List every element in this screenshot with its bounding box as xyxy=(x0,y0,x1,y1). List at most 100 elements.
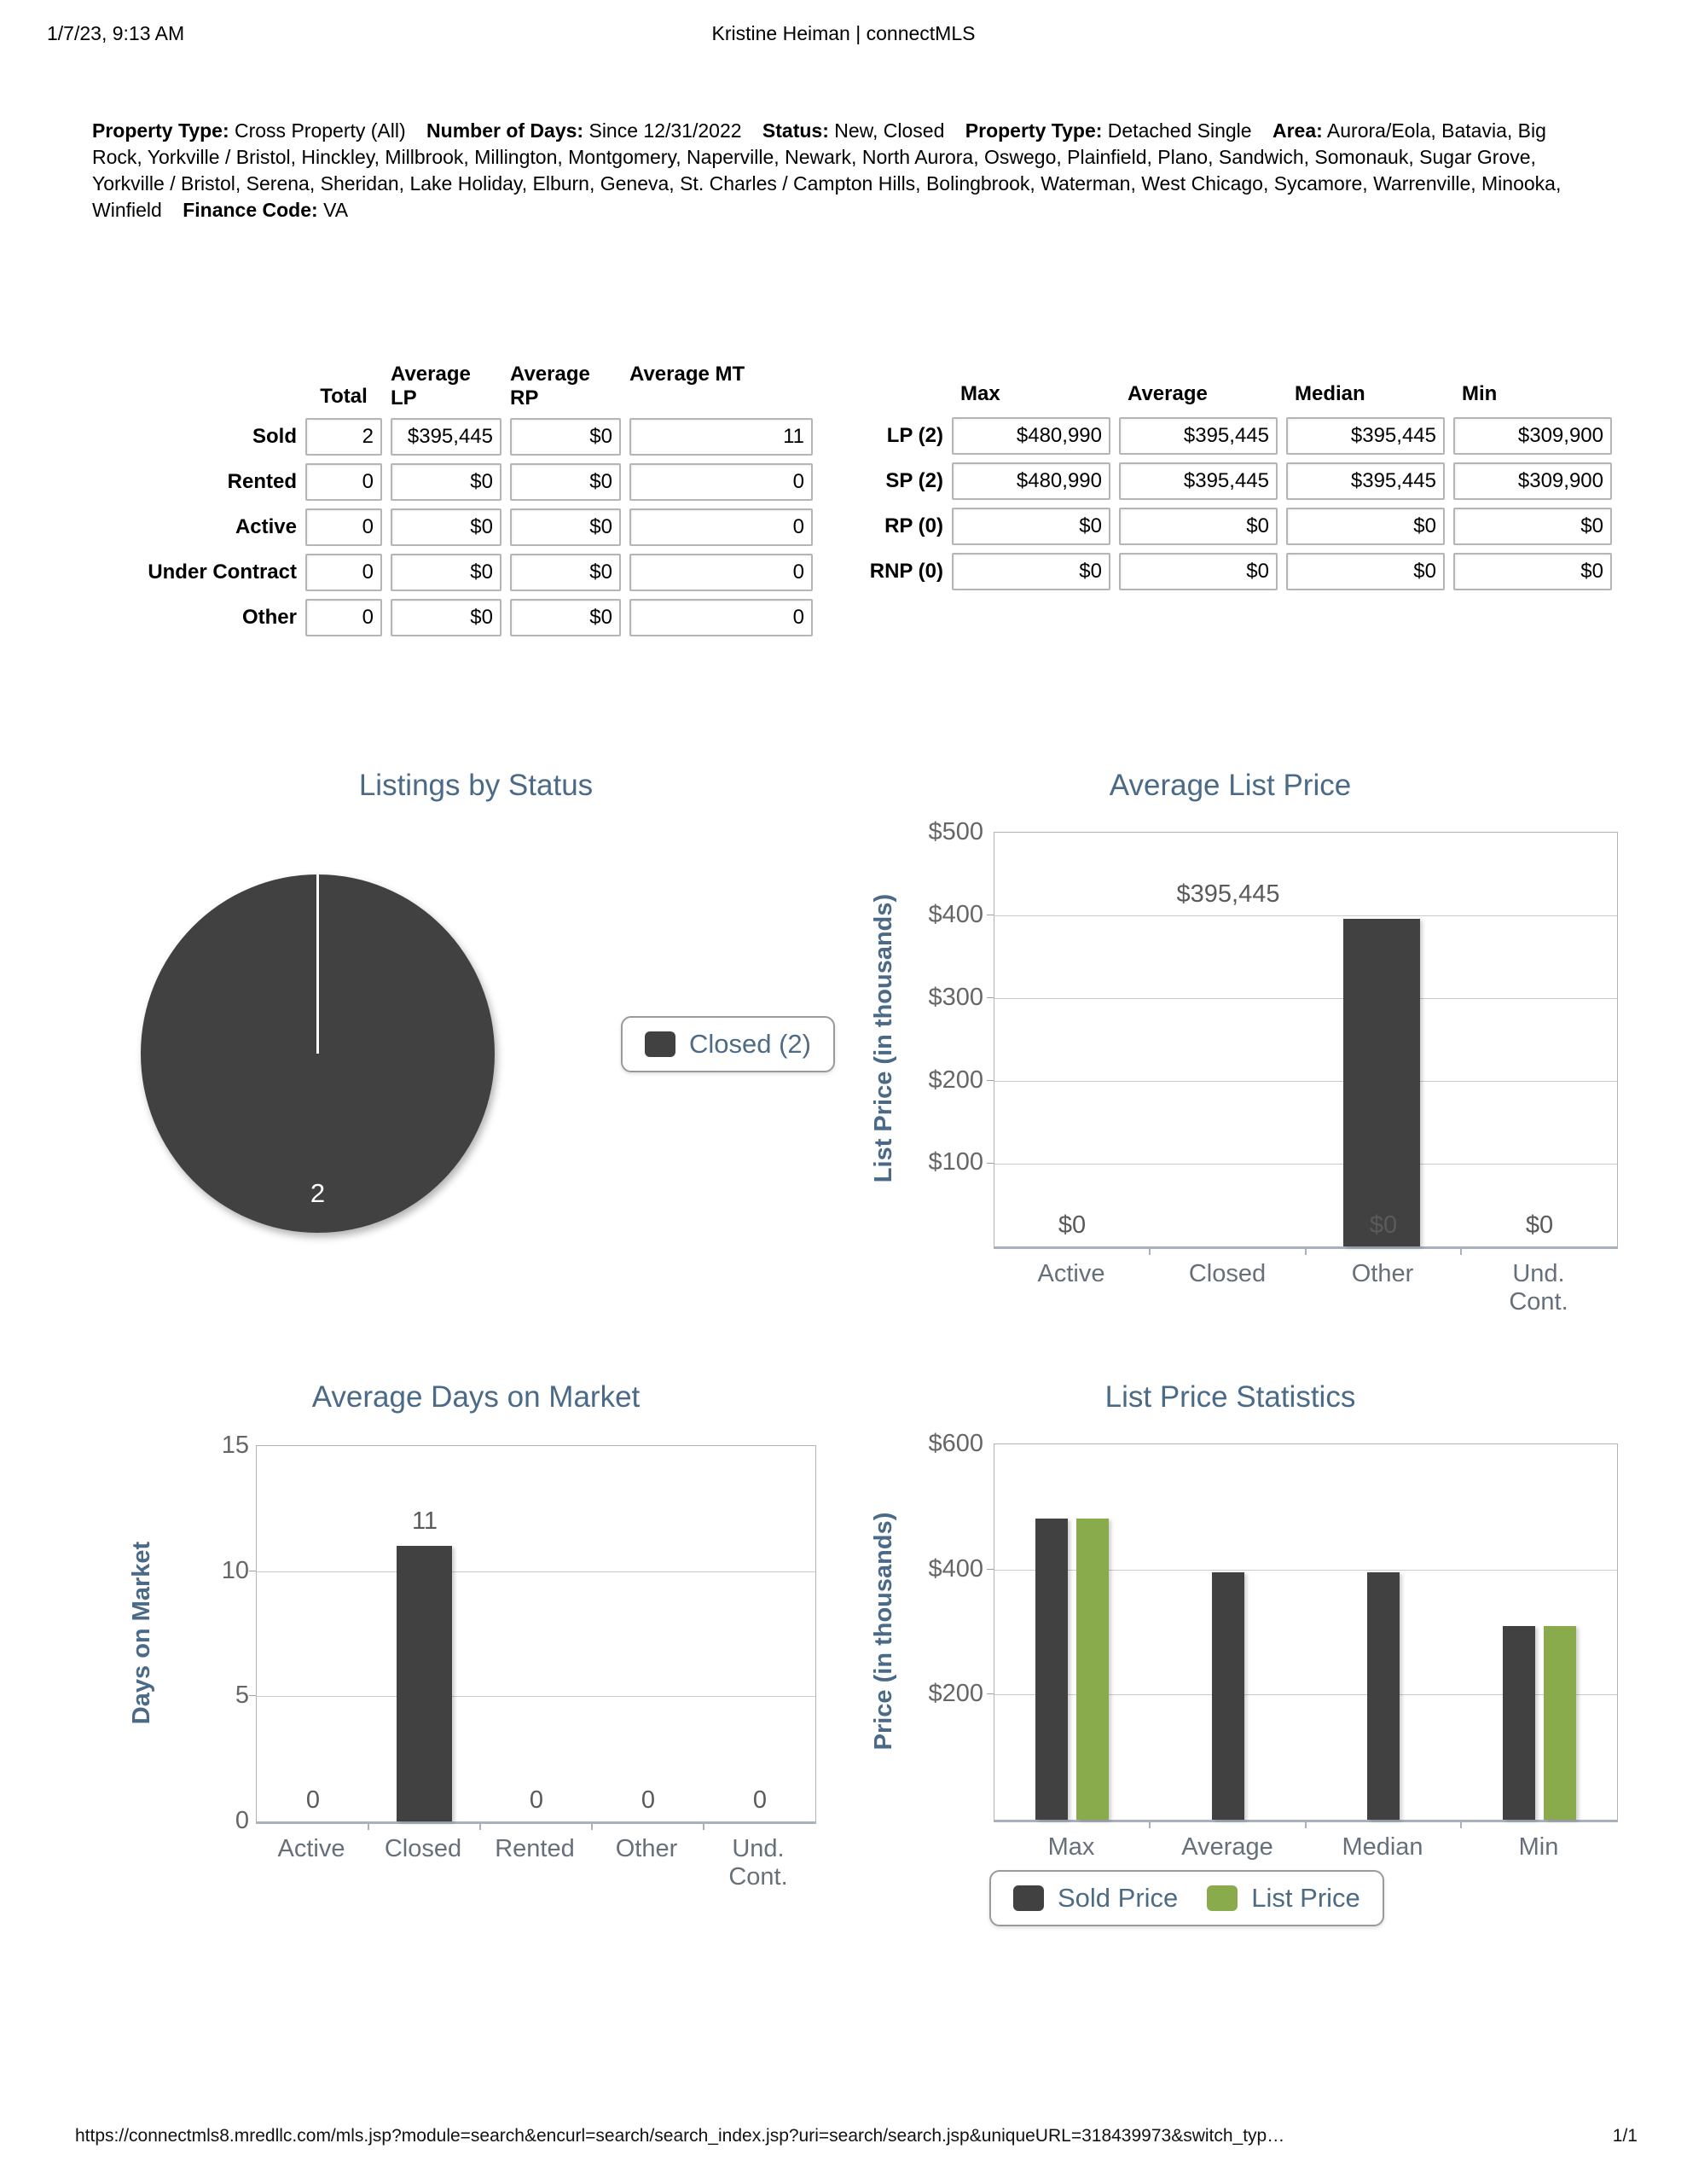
table-cell: $395,445 xyxy=(1286,462,1445,500)
bar-closed xyxy=(397,1546,452,1821)
axis-tick xyxy=(1460,1820,1462,1828)
page-title: Kristine Heiman | connectMLS xyxy=(711,22,976,44)
legend-label: Closed (2) xyxy=(689,1029,811,1059)
table-cell: $0 xyxy=(391,463,501,501)
bar-value-label: 11 xyxy=(411,1507,438,1535)
row-label-sold: Sold xyxy=(252,425,297,448)
y-tick-label: $100 xyxy=(928,1148,983,1176)
criteria-label: Finance Code: xyxy=(183,199,318,221)
column-header-average-mt: Average MT xyxy=(629,363,745,386)
axis-tick xyxy=(1460,1246,1462,1255)
table-cell: $395,445 xyxy=(1119,462,1278,500)
table-cell: $0 xyxy=(952,508,1110,545)
axis-tick xyxy=(1305,1246,1307,1255)
x-category-label: Other xyxy=(1351,1260,1414,1287)
x-category-label: Max xyxy=(1047,1833,1095,1861)
chart-title: Average Days on Market xyxy=(311,1380,641,1414)
criteria-segment: Area: Aurora/Eola, Batavia, Big Rock, Yo… xyxy=(92,119,1561,221)
pie-legend: Closed (2) xyxy=(621,1016,835,1072)
criteria-segment: Finance Code: VA xyxy=(183,199,348,221)
x-category-label: Average xyxy=(1181,1833,1273,1861)
table-cell: $0 xyxy=(510,554,621,591)
y-tick-label: 15 xyxy=(221,1432,249,1459)
chart-title: Listings by Status xyxy=(358,769,594,802)
axis-tick xyxy=(1305,1820,1307,1828)
axis-tick xyxy=(987,1163,994,1164)
criteria-value: Detached Single xyxy=(1107,119,1252,142)
table-cell: 0 xyxy=(305,554,382,591)
bar-sold-min xyxy=(1503,1626,1535,1820)
plot-area: $0 $395,445 $0 $0 xyxy=(994,832,1618,1249)
x-category-label: Und. Cont. xyxy=(728,1835,788,1891)
table-cell: $395,445 xyxy=(391,418,501,456)
criteria-label: Area: xyxy=(1272,119,1323,142)
axis-tick xyxy=(479,1821,481,1830)
table-cell: $309,900 xyxy=(1453,462,1612,500)
y-tick-label: $200 xyxy=(928,1680,983,1707)
bar-sold-max xyxy=(1035,1519,1068,1820)
y-tick-label: $300 xyxy=(928,984,983,1011)
gridline xyxy=(994,1164,1617,1165)
page-number: 1/1 xyxy=(1612,2126,1638,2146)
x-category-label: Other xyxy=(615,1835,678,1862)
axis-tick xyxy=(249,1695,257,1696)
criteria-value: VA xyxy=(323,199,349,221)
table-cell: 0 xyxy=(629,463,813,501)
column-header-median: Median xyxy=(1295,382,1365,405)
criteria-segment: Number of Days: Since 12/31/2022 xyxy=(426,119,741,142)
table-cell: $480,990 xyxy=(952,417,1110,455)
criteria-label: Status: xyxy=(762,119,829,142)
table-cell: $0 xyxy=(952,553,1110,590)
axis-tick xyxy=(1149,1820,1151,1828)
legend-label: Sold Price xyxy=(1058,1883,1179,1913)
legend-swatch-closed xyxy=(645,1031,675,1057)
x-category-label: Median xyxy=(1342,1833,1423,1861)
table-cell: $480,990 xyxy=(952,462,1110,500)
column-header-average-rp: Average RP xyxy=(510,363,590,410)
plot-area xyxy=(994,1443,1618,1822)
gridline xyxy=(994,915,1617,916)
column-header-average-lp: Average LP xyxy=(391,363,471,410)
chart-title: Average List Price xyxy=(1109,769,1352,802)
footer-url: https://connectmls8.mredllc.com/mls.jsp?… xyxy=(75,2126,1285,2146)
table-cell: $0 xyxy=(510,599,621,636)
row-label-rnp: RNP (0) xyxy=(869,560,943,583)
table-cell: $0 xyxy=(1453,508,1612,545)
table-cell: $0 xyxy=(510,463,621,501)
y-tick-label: $600 xyxy=(928,1430,983,1457)
pie-value-label: 2 xyxy=(310,1178,326,1208)
y-tick-label: $200 xyxy=(928,1066,983,1094)
table-cell: 2 xyxy=(305,418,382,456)
axis-tick xyxy=(987,997,994,998)
row-label-under-contract: Under Contract xyxy=(148,561,297,584)
price-stats-table: Max Average Median Min LP (2) $480,990 $… xyxy=(853,382,1612,590)
pie-slice-divider xyxy=(316,874,319,1054)
pie-slice-closed: 2 xyxy=(141,874,495,1233)
x-category-label: Rented xyxy=(495,1835,575,1862)
axis-tick xyxy=(368,1821,369,1830)
table-cell: 0 xyxy=(305,508,382,546)
table-cell: $395,445 xyxy=(1286,417,1445,455)
table-cell: $0 xyxy=(1286,508,1445,545)
column-header-total: Total xyxy=(320,385,368,408)
table-cell: $0 xyxy=(391,599,501,636)
chart-title: List Price Statistics xyxy=(1104,1380,1356,1414)
table-cell: $0 xyxy=(1119,508,1278,545)
column-header-average: Average xyxy=(1128,382,1208,405)
gridline xyxy=(257,1571,815,1572)
table-cell: 0 xyxy=(305,599,382,636)
criteria-label: Number of Days: xyxy=(426,119,584,142)
bar-chart-average-days-on-market: Average Days on Market Days on Market 15… xyxy=(92,1375,860,1972)
legend-swatch-list-price xyxy=(1207,1885,1238,1911)
series-legend: Sold Price List Price xyxy=(989,1870,1384,1926)
table-cell: $0 xyxy=(510,508,621,546)
table-cell: $395,445 xyxy=(1119,417,1278,455)
table-cell: 11 xyxy=(629,418,813,456)
bar-value-label: 0 xyxy=(752,1786,768,1814)
bar-value-label: 0 xyxy=(641,1786,656,1814)
bar-value-label: $0 xyxy=(1369,1211,1398,1239)
gridline xyxy=(257,1696,815,1697)
row-label-other: Other xyxy=(241,606,297,629)
row-label-lp: LP (2) xyxy=(886,424,943,447)
